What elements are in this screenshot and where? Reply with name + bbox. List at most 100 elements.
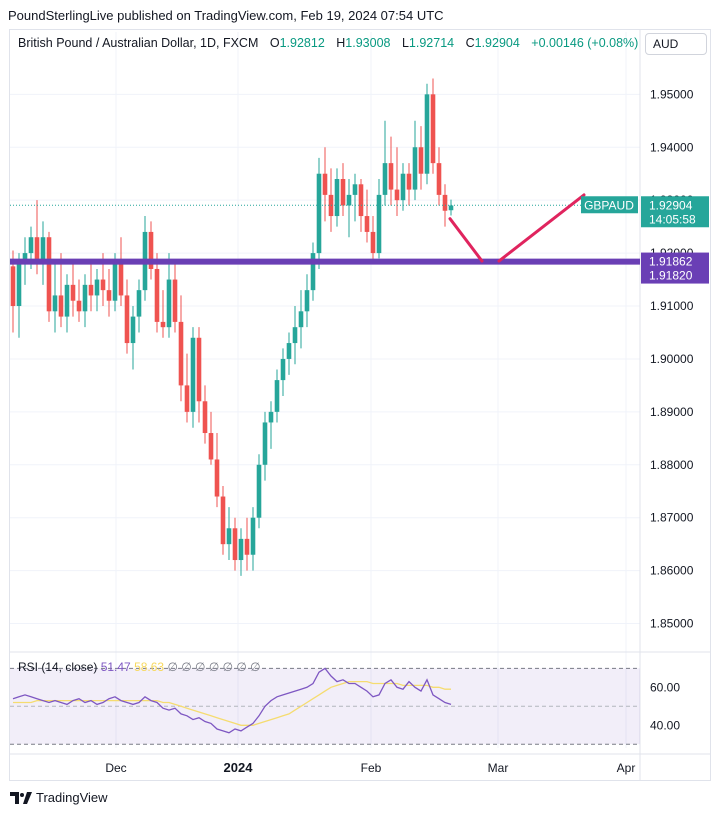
candle: [196, 327, 202, 423]
candle-body: [208, 433, 214, 460]
candle-body: [112, 263, 118, 301]
candle: [94, 268, 100, 312]
candle: [136, 279, 142, 333]
candle-body: [184, 385, 190, 412]
close-value: 1.92904: [474, 36, 520, 50]
candle-body: [346, 194, 352, 206]
candle-body: [364, 216, 370, 232]
candle-body: [400, 173, 406, 201]
candle: [448, 199, 454, 216]
time-tick-label: Dec: [105, 761, 126, 775]
candle: [256, 454, 262, 529]
publisher-line: PoundSterlingLive published on TradingVi…: [8, 8, 444, 23]
candle: [322, 147, 328, 222]
candle: [226, 507, 232, 561]
candle: [202, 385, 208, 444]
candle-body: [226, 528, 232, 545]
candle: [64, 274, 70, 333]
candle-body: [412, 147, 418, 190]
price-tick-label: 1.94000: [650, 140, 694, 154]
candle-body: [118, 263, 124, 296]
candle: [88, 263, 94, 312]
last-price-tag: 1.92904: [649, 198, 693, 212]
candle-body: [10, 266, 16, 307]
candle-body: [82, 284, 88, 312]
countdown-tag: 14:05:58: [649, 212, 696, 226]
symbol-tag: GBPAUD: [584, 198, 634, 212]
rsi-value: 51.47: [100, 660, 131, 674]
candle: [52, 263, 58, 333]
time-tick-label: Mar: [488, 761, 509, 775]
candle: [388, 136, 394, 206]
candle: [250, 507, 256, 571]
rsi-tick-label: 40.00: [650, 718, 680, 732]
candle: [124, 279, 130, 354]
candle-body: [34, 237, 40, 264]
candle: [436, 147, 442, 206]
candle-body: [382, 163, 388, 195]
tradingview-logo[interactable]: TradingView: [10, 790, 108, 805]
candle-body: [106, 290, 112, 301]
candle: [220, 485, 226, 555]
candle-body: [28, 237, 34, 254]
candle-body: [352, 184, 358, 195]
rsi-ma-value: 58.63: [134, 660, 165, 674]
grid-lines: [10, 30, 711, 780]
candle: [106, 268, 112, 317]
candle-body: [250, 517, 256, 555]
candle-body: [244, 538, 250, 555]
candle-body: [196, 337, 202, 402]
candle-body: [52, 295, 58, 312]
candle-body: [154, 268, 160, 322]
candle: [412, 120, 418, 201]
candle-body: [94, 279, 100, 296]
price-tick-label: 1.85000: [650, 617, 694, 631]
candle: [142, 216, 148, 301]
low-value: 1.92714: [408, 36, 455, 50]
high-label: H: [336, 36, 346, 50]
projection-line-down: [448, 217, 484, 263]
rsi-legend: RSI (14, close) 51.47 58.63 ∅ ∅ ∅ ∅ ∅ ∅ …: [18, 660, 261, 674]
candle-body: [124, 295, 130, 344]
candle: [238, 528, 244, 576]
candle: [352, 173, 358, 222]
candle-body: [238, 538, 244, 561]
candle: [430, 78, 436, 174]
tradingview-brand: TradingView: [36, 790, 108, 805]
rsi-pane: 60.00 40.00: [10, 667, 680, 745]
rsi-label: RSI (14, close): [18, 660, 98, 674]
candle-body: [100, 279, 106, 291]
time-tick-label: Apr: [617, 761, 636, 775]
price-tick-label: 1.87000: [650, 511, 694, 525]
price-tick-label: 1.91000: [650, 299, 694, 313]
candle-body: [70, 284, 76, 301]
overlays: [10, 193, 640, 265]
candle: [214, 433, 220, 508]
candle-body: [160, 321, 166, 328]
candle-body: [148, 231, 154, 269]
last-price-tag-bg: [641, 196, 709, 228]
candle-body: [430, 94, 436, 164]
price-tick-label: 1.88000: [650, 458, 694, 472]
candle: [418, 126, 424, 190]
support-tag-bg: [641, 252, 709, 284]
candle: [178, 295, 184, 402]
candle-body: [424, 94, 430, 174]
candle: [304, 274, 310, 328]
candle-body: [406, 173, 412, 190]
time-tick-label: Feb: [361, 761, 382, 775]
projection-line-up: [497, 193, 586, 263]
candle: [184, 353, 190, 423]
candle-body: [172, 279, 178, 322]
candle-body: [166, 279, 172, 328]
chart-frame: [9, 29, 711, 781]
candle: [406, 163, 412, 206]
candle-body: [286, 343, 292, 359]
price-tick-label: 1.95000: [650, 87, 694, 101]
symbol-legend: British Pound / Australian Dollar, 1D, F…: [18, 36, 638, 50]
candle: [274, 369, 280, 423]
currency-button[interactable]: AUD: [645, 33, 707, 55]
candle: [46, 231, 52, 322]
